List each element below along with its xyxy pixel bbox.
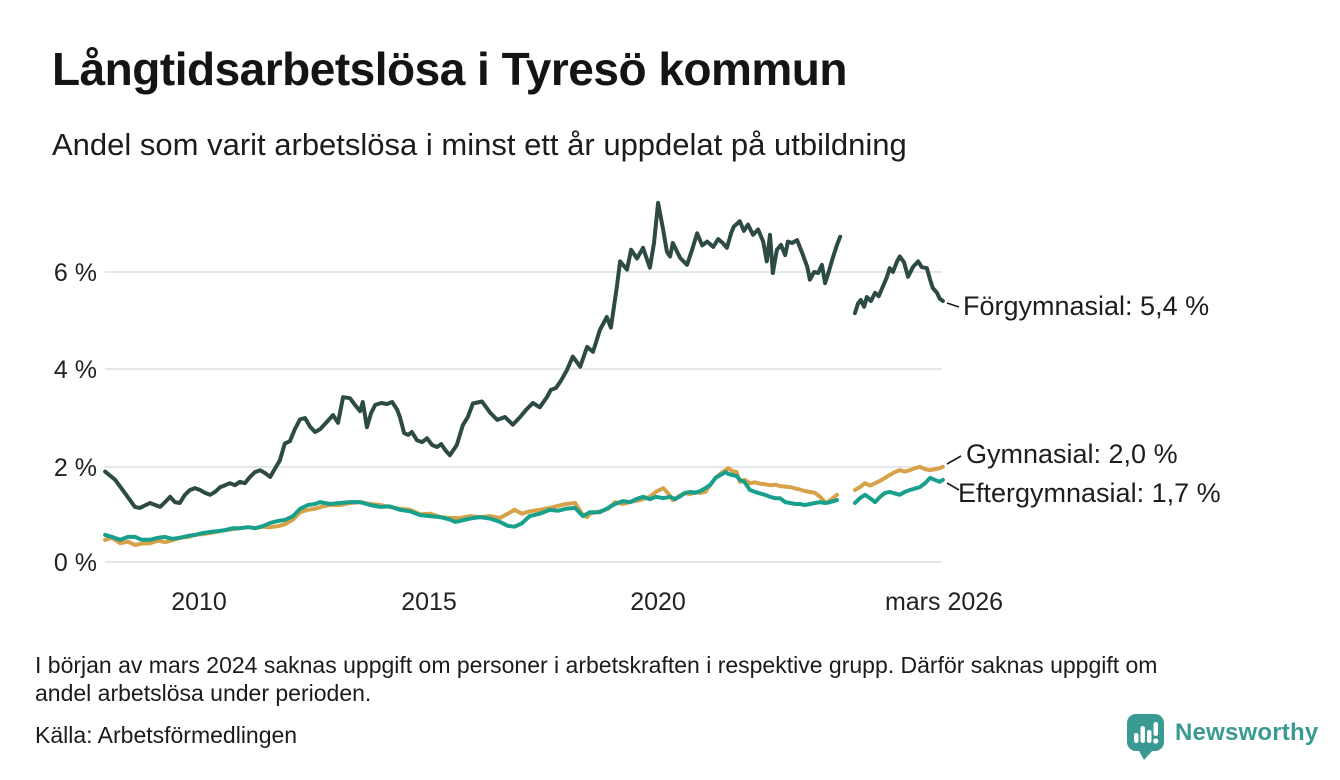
series-line-gymnasial <box>103 464 945 548</box>
footnote-line-1: I början av mars 2024 saknas uppgift om … <box>35 652 1158 678</box>
newsworthy-logo-icon <box>1127 714 1164 760</box>
x-tick-2015: 2015 <box>401 588 457 616</box>
series-label-eftergymnasial: Eftergymnasial: 1,7 % <box>958 478 1221 508</box>
y-tick-2: 2 % <box>54 454 97 482</box>
y-tick-4: 4 % <box>54 356 97 384</box>
page-title: Långtidsarbetslösa i Tyresö kommun <box>52 43 848 95</box>
chart-subtitle: Andel som varit arbetslösa i minst ett å… <box>52 127 907 162</box>
series-line-forgymnasial <box>103 200 945 510</box>
y-tick-6: 6 % <box>54 259 97 287</box>
x-tick-2010: 2010 <box>171 588 227 616</box>
annotation-connectors <box>946 302 962 491</box>
x-tick-mars-2026: mars 2026 <box>885 588 1003 616</box>
footnote-line-2: andel arbetslösa under perioden. <box>35 680 372 706</box>
source-credit: Källa: Arbetsförmedlingen <box>35 722 298 748</box>
connector-forgymnasial <box>946 302 960 308</box>
series-label-gymnasial: Gymnasial: 2,0 % <box>966 439 1178 469</box>
connector-gymnasial <box>946 455 962 465</box>
gridlines <box>105 271 942 563</box>
y-axis-labels: 6 % 4 % 2 % 0 % <box>54 259 97 577</box>
x-tick-2020: 2020 <box>630 588 686 616</box>
connector-eftergymnasial <box>946 482 960 491</box>
series-label-forgymnasial: Förgymnasial: 5,4 % <box>963 291 1210 321</box>
y-tick-0: 0 % <box>54 549 97 577</box>
x-axis-labels: 2010 2015 2020 mars 2026 <box>171 588 1003 616</box>
newsworthy-logo-text: Newsworthy <box>1175 719 1319 746</box>
newsworthy-logo[interactable]: Newsworthy <box>1124 711 1340 761</box>
series-line-eftergymnasial <box>103 470 945 542</box>
